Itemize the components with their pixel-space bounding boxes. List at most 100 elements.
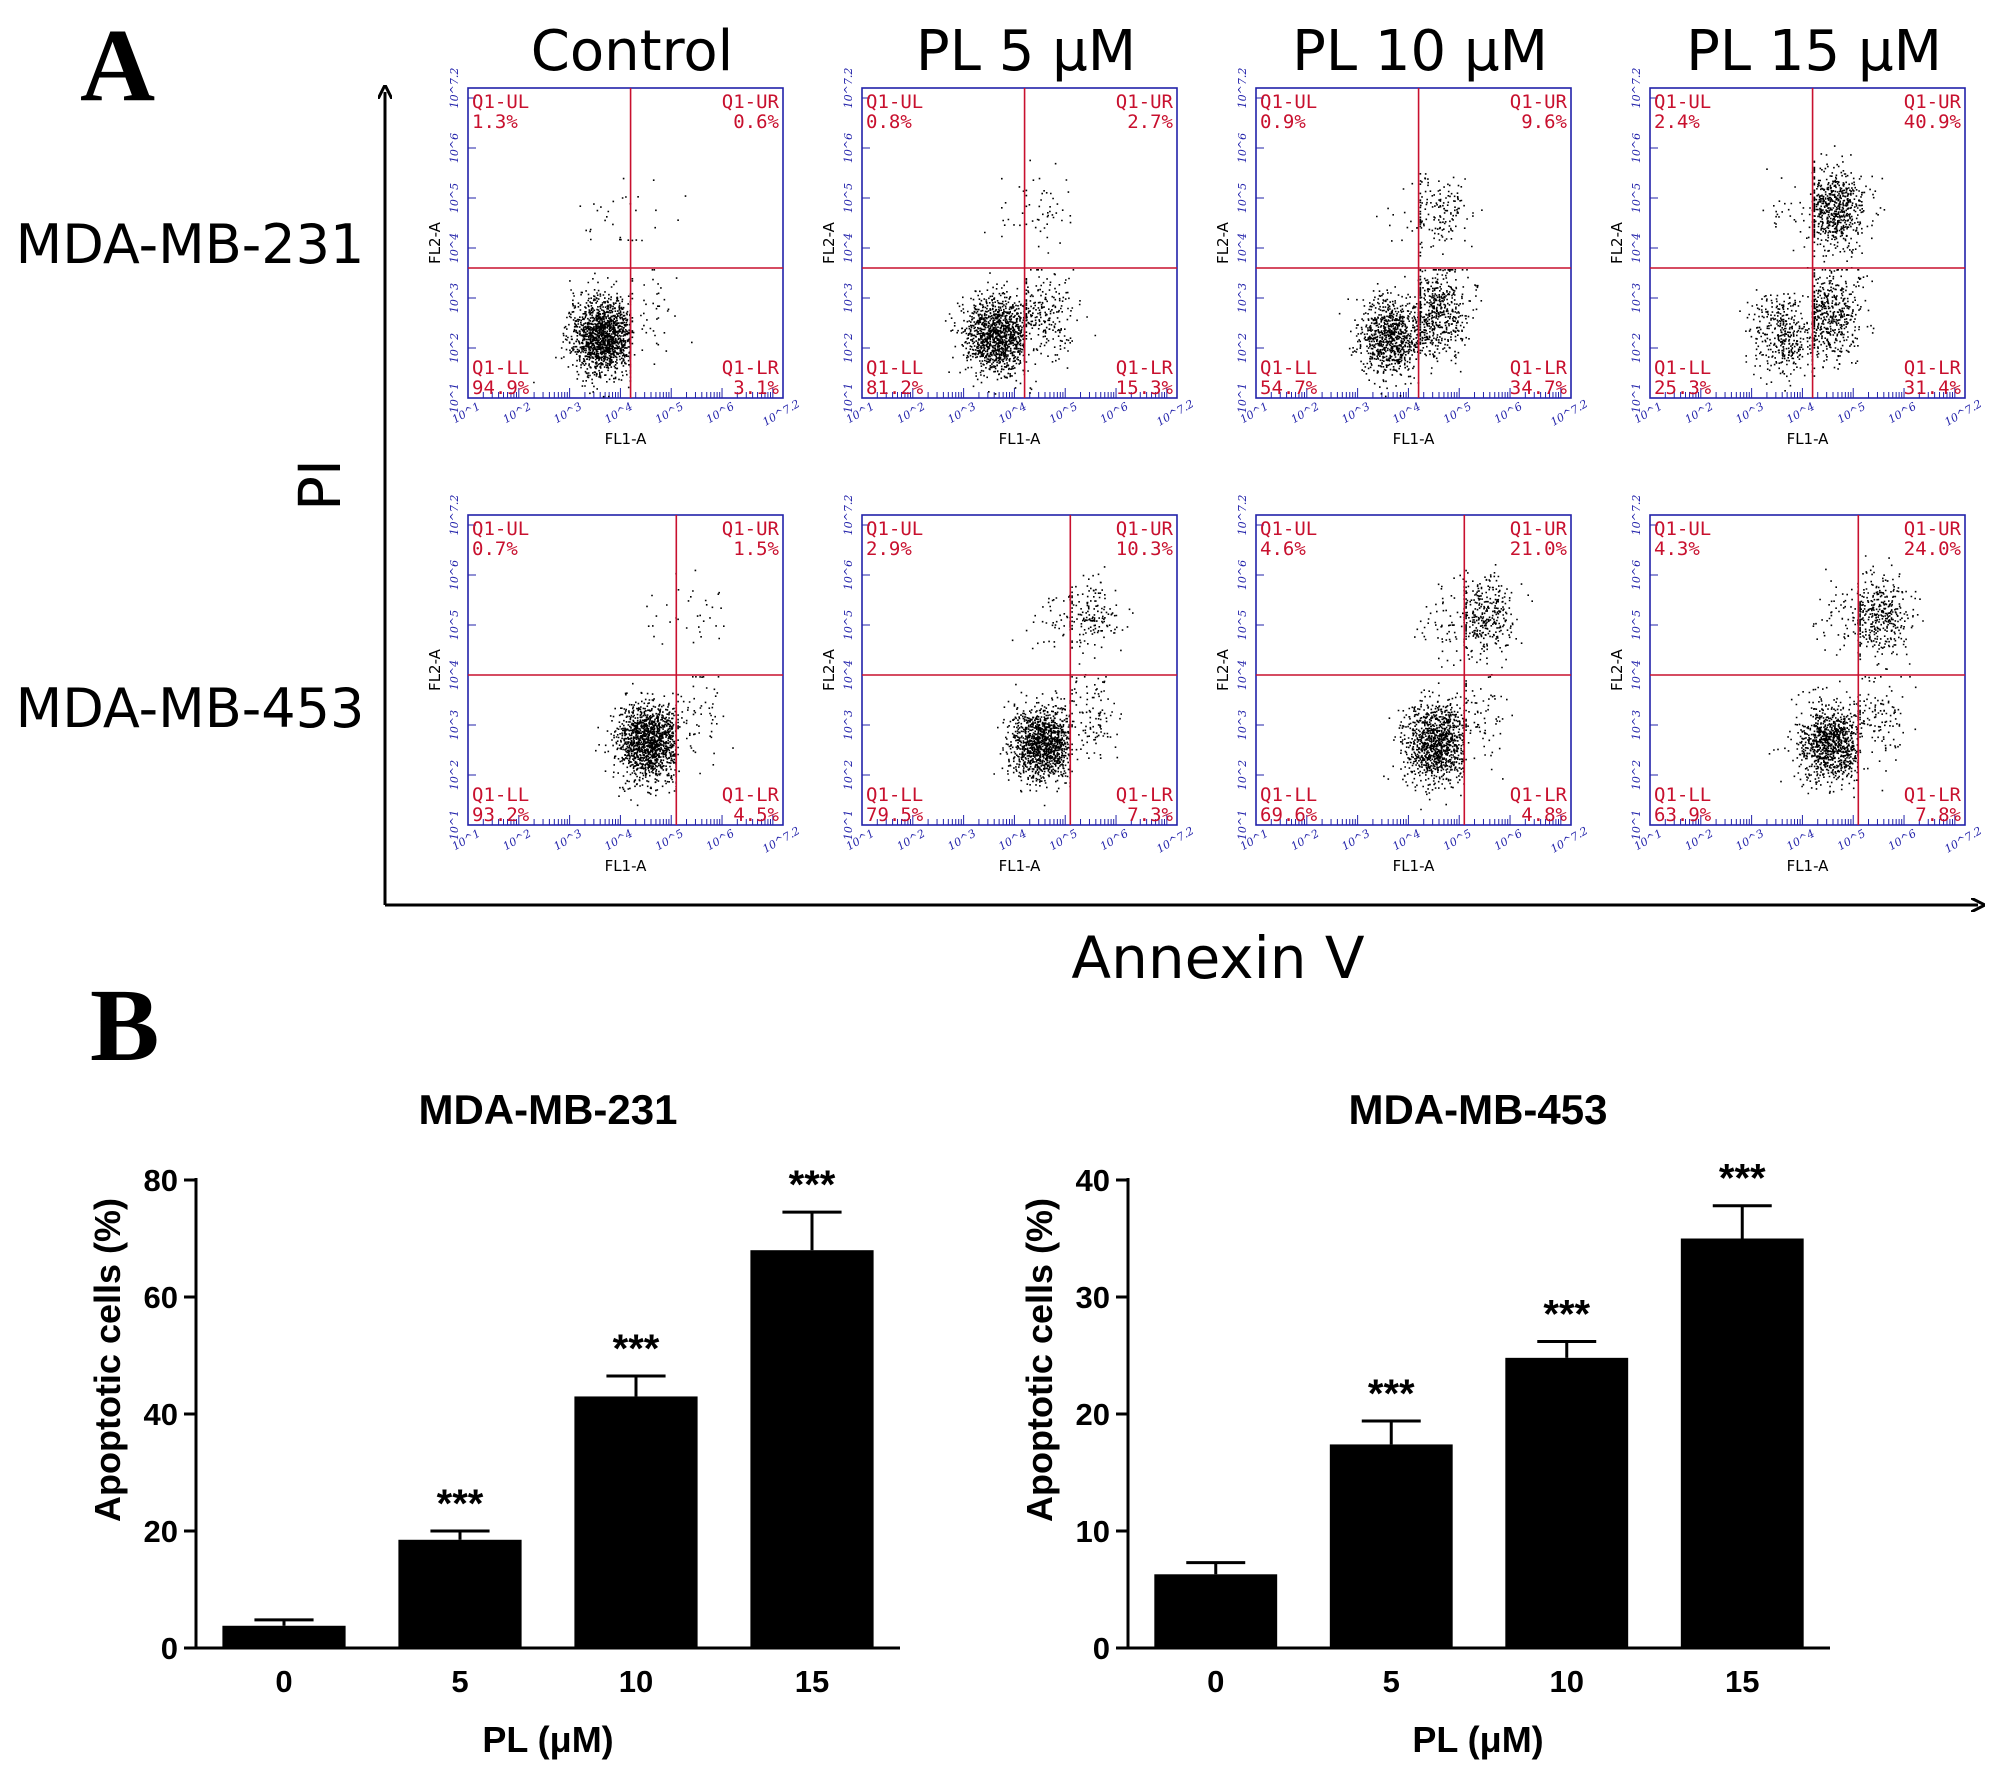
plot-y-label: FL2-A <box>426 221 444 264</box>
y-tick-label: 10^5 <box>1236 610 1249 640</box>
event-dots <box>595 569 734 807</box>
x-tick-label: 10^4 <box>996 827 1029 853</box>
quadrant-lr-value: 3.1% <box>733 377 779 399</box>
y-tick-label: 10^7.2 <box>1236 68 1249 109</box>
x-tick-label: 10^7.2 <box>1154 824 1196 856</box>
y-tick-label: 10^6 <box>1236 133 1249 163</box>
y-tick-label: 10^3 <box>1630 283 1643 313</box>
x-tick-label: 10^4 <box>1784 827 1817 853</box>
x-tick-label: 10^2 <box>1683 400 1716 426</box>
quadrant-ur-name: Q1-UR <box>722 518 780 540</box>
quadrant-lr-value: 31.4% <box>1904 377 1962 399</box>
bar-y-axis-label: Apoptotic cells (%) <box>87 1198 128 1522</box>
bar-y-tick-label: 30 <box>1076 1280 1110 1315</box>
x-tick-label: 10^4 <box>996 400 1029 426</box>
quadrant-ll-value: 93.2% <box>472 804 530 826</box>
quadrant-ul-value: 1.3% <box>472 111 518 133</box>
event-dots <box>1383 564 1533 811</box>
event-dots <box>993 566 1134 807</box>
bar-x-tick-label: 10 <box>1550 1664 1584 1699</box>
y-tick-label: 10^3 <box>1236 283 1249 313</box>
plot-frame <box>861 87 1178 399</box>
event-dots <box>533 177 693 398</box>
quadrant-ul-name: Q1-UL <box>1654 91 1711 113</box>
quadrant-ul-name: Q1-UL <box>1654 518 1711 540</box>
y-tick-label: 10^5 <box>1630 183 1643 213</box>
bar-y-tick-label: 0 <box>161 1631 178 1666</box>
y-tick-label: 10^2 <box>448 760 461 790</box>
y-tick-label: 10^6 <box>1630 133 1643 163</box>
y-tick-label: 10^7.2 <box>448 495 461 536</box>
quadrant-ur-value: 9.6% <box>1521 111 1567 133</box>
flow-plot: 10^1 10^2 10^3 10^4 10^5 10^6 10^7.210^110^210… <box>426 68 802 448</box>
quadrant-ul-name: Q1-UL <box>472 91 529 113</box>
quadrant-ll-name: Q1-LL <box>866 784 923 806</box>
quadrant-ul-name: Q1-UL <box>472 518 529 540</box>
plot-y-label: FL2-A <box>1608 648 1626 691</box>
y-tick-label: 10^2 <box>1630 760 1643 790</box>
quadrant-ur-value: 0.6% <box>733 111 779 133</box>
y-tick-label: 10^6 <box>448 133 461 163</box>
bar-x-tick-label: 0 <box>275 1664 292 1699</box>
bar <box>750 1250 874 1648</box>
column-title-pl-10: PL 10 μM <box>1292 19 1548 84</box>
quadrant-ll-name: Q1-LL <box>866 357 923 379</box>
x-tick-label: 10^3 <box>946 827 979 853</box>
x-tick-label: 10^7.2 <box>1942 824 1984 856</box>
plot-frame <box>1255 514 1572 826</box>
y-tick-label: 10^5 <box>842 183 855 213</box>
y-tick-label: 10^2 <box>448 333 461 363</box>
quadrant-lr-value: 15.3% <box>1116 377 1174 399</box>
x-tick-label: 10^2 <box>895 400 928 426</box>
y-tick-label: 10^7.2 <box>1630 495 1643 536</box>
y-tick-label: 10^7.2 <box>842 68 855 109</box>
bar-chart-title: MDA-MB-453 <box>1348 1086 1607 1133</box>
column-title-pl-15: PL 15 μM <box>1686 19 1942 84</box>
x-tick-label: 10^7.2 <box>760 824 802 856</box>
plot-x-label: FL1-A <box>605 430 648 448</box>
x-tick-label: 10^3 <box>552 827 585 853</box>
quadrant-ur-name: Q1-UR <box>1116 91 1174 113</box>
panel-a: A Control PL 5 μM PL 10 μM PL 15 μM MDA-… <box>16 8 1984 992</box>
x-tick-label: 10^6 <box>1098 827 1131 853</box>
quadrant-ur-name: Q1-UR <box>1510 518 1568 540</box>
plot-frame <box>861 514 1178 826</box>
quadrant-ur-name: Q1-UR <box>1510 91 1568 113</box>
quadrant-ur-value: 21.0% <box>1510 538 1568 560</box>
x-tick-label: 10^5 <box>1441 400 1474 426</box>
quadrant-ll-value: 94.9% <box>472 377 530 399</box>
quadrant-ll-name: Q1-LL <box>472 784 529 806</box>
y-tick-label: 10^4 <box>448 233 461 263</box>
x-tick-label: 10^7.2 <box>1154 397 1196 429</box>
x-tick-label: 10^3 <box>946 400 979 426</box>
x-tick-label: 10^7.2 <box>1548 397 1590 429</box>
bar-y-tick-label: 40 <box>1076 1163 1110 1198</box>
quadrant-ur-value: 10.3% <box>1116 538 1174 560</box>
panel-b-letter: B <box>90 968 159 1083</box>
pi-axis-label: PI <box>286 459 354 511</box>
y-tick-label: 10^2 <box>1236 760 1249 790</box>
x-tick-label: 10^4 <box>1390 400 1423 426</box>
x-tick-label: 10^3 <box>552 400 585 426</box>
bar-y-axis-label: Apoptotic cells (%) <box>1019 1198 1060 1522</box>
flow-plot: 10^1 10^2 10^3 10^4 10^5 10^6 10^7.210^110^210… <box>426 495 802 875</box>
quadrant-ul-name: Q1-UL <box>1260 518 1317 540</box>
x-tick-label: 10^6 <box>1492 400 1525 426</box>
quadrant-lr-name: Q1-LR <box>1904 784 1962 806</box>
significance-marker: *** <box>1368 1372 1415 1416</box>
bar <box>574 1396 698 1648</box>
plot-frame <box>1649 514 1966 826</box>
event-dots <box>1768 555 1924 799</box>
flow-plot: 10^1 10^2 10^3 10^4 10^5 10^6 10^7.210^110^210… <box>1214 68 1590 448</box>
y-tick-label: 10^5 <box>1236 183 1249 213</box>
quadrant-lr-name: Q1-LR <box>722 357 780 379</box>
quadrant-ur-name: Q1-UR <box>722 91 780 113</box>
y-tick-label: 10^6 <box>842 560 855 590</box>
quadrant-lr-value: 7.8% <box>1915 804 1961 826</box>
y-tick-label: 10^5 <box>448 610 461 640</box>
x-tick-label: 10^4 <box>602 827 635 853</box>
bar-x-tick-label: 15 <box>1725 1664 1759 1699</box>
x-tick-label: 10^4 <box>1390 827 1423 853</box>
quadrant-ul-name: Q1-UL <box>866 91 923 113</box>
x-tick-label: 10^4 <box>602 400 635 426</box>
